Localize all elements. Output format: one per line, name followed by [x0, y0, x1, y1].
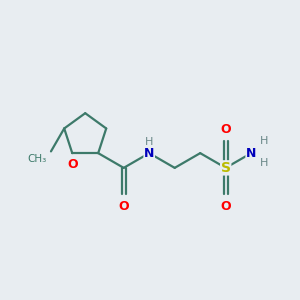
Text: H: H: [260, 158, 268, 168]
Text: O: O: [67, 158, 78, 171]
Text: N: N: [144, 147, 154, 160]
Text: O: O: [118, 200, 129, 213]
Text: S: S: [221, 161, 231, 175]
Text: CH₃: CH₃: [27, 154, 46, 164]
Text: H: H: [260, 136, 268, 146]
Text: O: O: [220, 123, 231, 136]
Text: O: O: [220, 200, 231, 213]
Text: H: H: [145, 137, 153, 147]
Text: N: N: [246, 147, 256, 160]
